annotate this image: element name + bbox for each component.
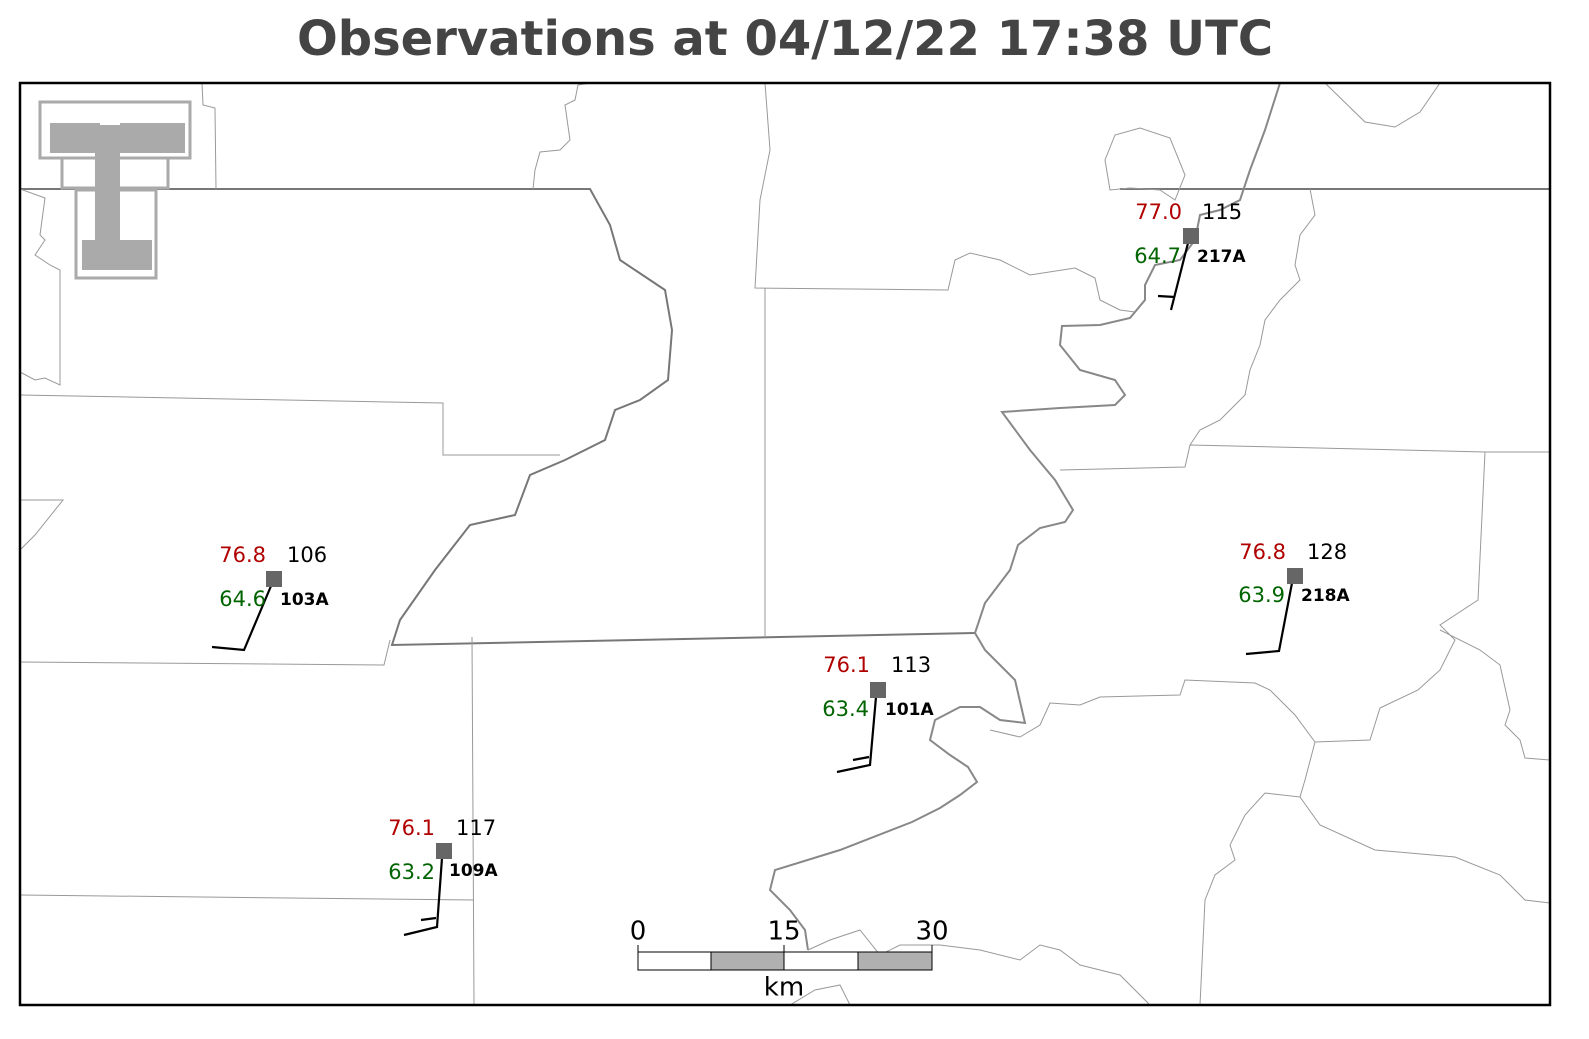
dewpoint: 64.7 [1134, 244, 1181, 268]
dewpoint: 63.9 [1238, 583, 1285, 607]
station: 76.1 113 63.4 101A [822, 653, 934, 774]
pressure: 106 [287, 543, 327, 567]
pressure: 117 [456, 816, 496, 840]
station: 76.8 128 63.9 218A [1238, 540, 1350, 656]
dewpoint: 64.6 [219, 587, 266, 611]
station-id: 101A [885, 700, 934, 720]
wind-barb [211, 585, 273, 652]
pressure: 113 [891, 653, 931, 677]
scale-label: 15 [767, 917, 800, 947]
map-frame [18, 81, 1552, 1007]
wind-barb [403, 857, 444, 937]
station-marker [1287, 568, 1303, 584]
station-id: 218A [1301, 586, 1350, 606]
wind-barb [1245, 582, 1294, 656]
map-lines [20, 83, 1550, 1005]
temperature: 76.1 [388, 816, 435, 840]
station-marker [1183, 228, 1199, 244]
station-id: 217A [1197, 247, 1246, 267]
temperature: 76.1 [823, 653, 870, 677]
scale-bar: 0 15 30 km [630, 917, 949, 1003]
station-id: 103A [280, 590, 329, 610]
station: 76.1 117 63.2 109A [388, 816, 498, 937]
station: 77.0 115 64.7 217A [1134, 200, 1246, 311]
scale-label: 0 [630, 917, 647, 947]
pressure: 128 [1307, 540, 1347, 564]
title: Observations at 04/12/22 17:38 UTC [297, 11, 1273, 67]
dewpoint: 63.2 [388, 860, 435, 884]
station: 76.8 106 64.6 103A [211, 543, 329, 652]
temperature: 76.8 [219, 543, 266, 567]
dewpoint: 63.4 [822, 697, 869, 721]
wind-barb [836, 696, 878, 774]
temperature: 76.8 [1239, 540, 1286, 564]
scale-label: 30 [915, 917, 948, 947]
wind-barb [1157, 242, 1190, 311]
pressure: 115 [1202, 200, 1242, 224]
station-id: 109A [449, 861, 498, 881]
temperature: 77.0 [1135, 200, 1182, 224]
logo [38, 100, 192, 280]
station-marker [870, 682, 886, 698]
station-marker [436, 843, 452, 859]
scale-unit: km [764, 973, 804, 1003]
station-marker [266, 571, 282, 587]
